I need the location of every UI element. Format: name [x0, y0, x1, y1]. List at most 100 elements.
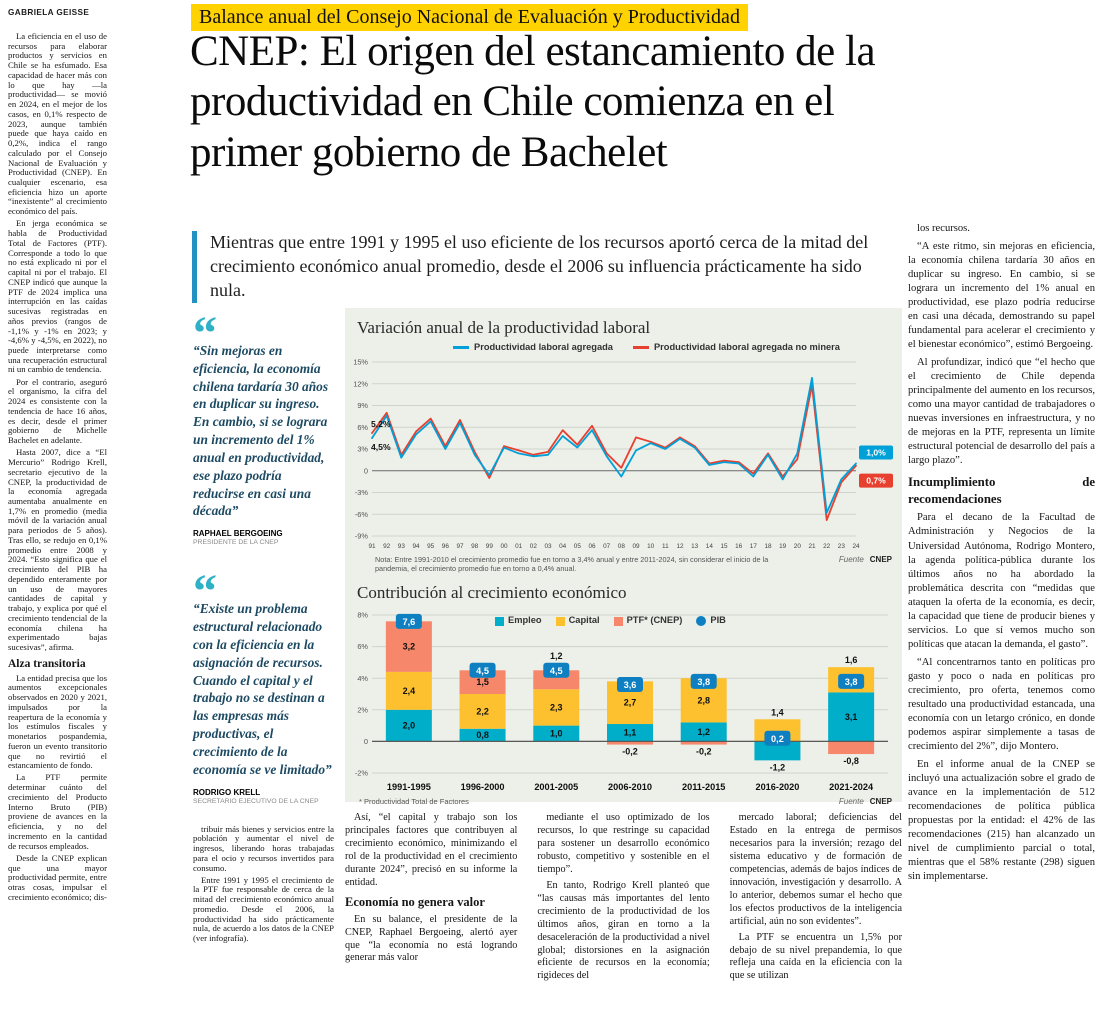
article-column-3: Así, “el capital y trabajo son los princ…: [345, 812, 517, 986]
kicker: Balance anual del Consejo Nacional de Ev…: [191, 4, 748, 31]
productivity-line-chart: 15% 12% 9% 6% 3% 0 -3% -6% -9% 91 92 93 94 95 96 97 98 99…: [353, 358, 893, 550]
svg-text:6%: 6%: [357, 642, 368, 651]
svg-text:94: 94: [412, 543, 420, 550]
source-name: CNEP: [869, 797, 892, 807]
svg-text:98: 98: [471, 543, 479, 550]
svg-text:-2%: -2%: [355, 769, 369, 778]
line-swatch-red-icon: [632, 346, 649, 350]
svg-text:24: 24: [852, 543, 860, 550]
svg-text:97: 97: [456, 543, 464, 550]
svg-text:3%: 3%: [357, 445, 368, 454]
body-paragraph: La PTF se encuentra un 1,5% por debajo d…: [729, 931, 902, 982]
bar-chart-wrap: Empleo Capital PTF* (CNEP) PIB 8% 6% 4% 2% 0…: [345, 607, 902, 795]
byline: GABRIELA GEISSE: [8, 8, 90, 17]
headline: CNEP: El origen del estancamiento de la …: [190, 28, 876, 176]
kicker-row: Balance anual del Consejo Nacional de Ev…: [191, 4, 748, 31]
svg-text:0,7%: 0,7%: [866, 476, 886, 486]
body-paragraph: tribuir más bienes y servicios entre la …: [193, 823, 334, 873]
svg-text:2011-2015: 2011-2015: [682, 782, 725, 792]
svg-text:11: 11: [662, 543, 669, 550]
svg-text:10: 10: [647, 543, 655, 550]
svg-text:15: 15: [720, 543, 728, 550]
svg-text:1,1: 1,1: [624, 728, 637, 738]
body-paragraph: Así, “el capital y trabajo son los princ…: [345, 812, 518, 888]
svg-text:06: 06: [588, 543, 596, 550]
body-paragraph: En tanto, Rodrigo Krell planteó que “las…: [537, 879, 710, 982]
svg-text:12%: 12%: [353, 379, 368, 388]
svg-text:2,8: 2,8: [697, 696, 710, 706]
svg-text:2,7: 2,7: [624, 698, 637, 708]
svg-text:13: 13: [691, 543, 699, 550]
legend-item: Productividad laboral agregada: [453, 342, 613, 352]
svg-text:3,8: 3,8: [845, 677, 858, 687]
svg-text:95: 95: [427, 543, 435, 550]
svg-text:03: 03: [544, 543, 552, 550]
empleo-swatch-icon: [495, 616, 504, 626]
quote-author: RODRIGO KRELL: [193, 787, 261, 797]
svg-text:-0,2: -0,2: [622, 747, 638, 757]
svg-text:5,2%: 5,2%: [371, 419, 391, 429]
quote-icon: “: [193, 565, 217, 619]
svg-text:93: 93: [398, 543, 406, 550]
body-paragraph: Por el contrario, aseguró el organismo, …: [8, 376, 107, 446]
pull-quote-krell: “ “Existe un problema estructural relaci…: [193, 565, 334, 805]
svg-text:3,2: 3,2: [403, 642, 416, 652]
legend-item: PIB: [696, 615, 726, 626]
quote-text: “Sin mejoras en eficiencia, la economía …: [193, 343, 329, 519]
svg-text:02: 02: [530, 543, 538, 550]
body-paragraph: Entre 1991 y 1995 el crecimiento de la P…: [193, 874, 334, 944]
svg-text:2,3: 2,3: [550, 703, 563, 713]
svg-text:18: 18: [764, 543, 772, 550]
svg-text:0,2: 0,2: [771, 734, 784, 744]
article-column-4: mediante el uso optimizado de los recurs…: [537, 812, 709, 986]
legend-item: Productividad laboral agregada no minera: [632, 342, 840, 352]
body-paragraph: En el informe anual de la CNEP se incluy…: [908, 758, 1095, 883]
svg-text:2021-2024: 2021-2024: [829, 782, 874, 792]
article-column-5: mercado laboral; deficiencias del Estado…: [730, 812, 902, 986]
body-paragraph: los recursos.: [917, 223, 970, 234]
article-column-2: tribuir más bienes y servicios entre la …: [193, 823, 334, 944]
svg-text:0: 0: [364, 737, 368, 746]
svg-text:15%: 15%: [353, 358, 368, 367]
quote-author-role: PRESIDENTE DE LA CNEP: [193, 539, 279, 547]
svg-text:2016-2020: 2016-2020: [755, 782, 799, 792]
svg-text:1,0%: 1,0%: [866, 448, 886, 458]
ptf-swatch-icon: [613, 616, 623, 626]
pib-swatch-icon: [696, 615, 707, 626]
body-paragraph: En jerga económica se habla de Productiv…: [8, 218, 107, 375]
pull-quote-bergoeing: “ “Sin mejoras en eficiencia, la economí…: [193, 307, 334, 547]
body-paragraph: mediante el uso optimizado de los recurs…: [537, 812, 710, 875]
svg-text:08: 08: [618, 543, 626, 550]
legend-item: Empleo: [495, 615, 542, 626]
svg-text:20: 20: [794, 543, 802, 550]
svg-text:-0,8: -0,8: [843, 756, 859, 766]
chart-footnote: * Productividad Total de Factores: [359, 797, 469, 807]
svg-text:99: 99: [486, 543, 494, 550]
chart-note: Nota: Entre 1991-2010 el crecimiento pro…: [375, 555, 769, 574]
chart-source: Fuente CNEP: [839, 797, 892, 806]
legend-item: PTF* (CNEP): [613, 615, 682, 626]
svg-text:21: 21: [808, 543, 816, 550]
bar-chart-foot-row: * Productividad Total de Factores Fuente…: [359, 797, 892, 806]
svg-text:01: 01: [515, 543, 523, 550]
svg-text:16: 16: [735, 543, 743, 550]
contribution-bar-chart: 8% 6% 4% 2% 0 -2% 7,6 2,0 2,4 3,2 1991-1995 4,5 0,8 2…: [355, 611, 888, 792]
svg-text:1991-1995: 1991-1995: [387, 782, 431, 792]
quote-author-role: SECRETARIO EJECUTIVO DE LA CNEP: [193, 797, 319, 805]
svg-text:1,2: 1,2: [697, 727, 710, 737]
svg-text:9%: 9%: [357, 401, 368, 410]
subhead-economia-no-genera-valor: Economía no genera valor: [345, 894, 485, 909]
quote-icon: “: [193, 307, 217, 360]
svg-text:4,5: 4,5: [476, 666, 489, 676]
line-chart-legend: Productividad laboral agregada Productiv…: [453, 342, 902, 352]
body-paragraph: “A este ritmo, sin mejoras en eficiencia…: [908, 240, 1095, 351]
line-swatch-blue-icon: [453, 346, 469, 350]
svg-text:04: 04: [559, 543, 567, 550]
subhead-alza-transitoria: Alza transitoria: [8, 657, 86, 670]
svg-text:23: 23: [838, 543, 846, 550]
svg-text:1,2: 1,2: [550, 651, 563, 661]
infographic-panel: Variación anual de la productividad labo…: [345, 308, 902, 806]
legend-label: PIB: [710, 615, 726, 626]
body-paragraph: La entidad precisa que los aumentos exce…: [8, 672, 107, 771]
source-label: Fuente: [838, 797, 864, 807]
